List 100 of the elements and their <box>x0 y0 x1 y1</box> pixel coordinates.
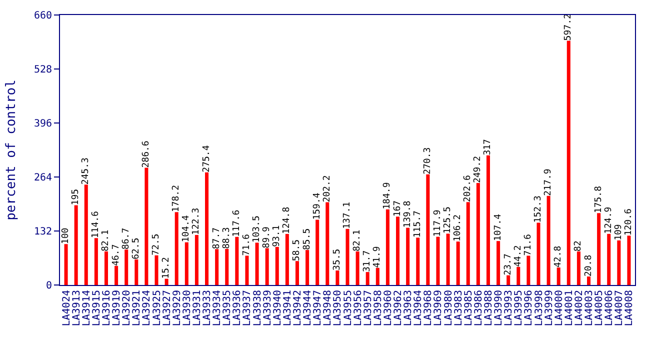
data-label: 202.6 <box>463 175 474 202</box>
y-tick-label: 396 <box>34 118 52 130</box>
data-label: 249.2 <box>473 156 484 184</box>
x-tick-label: LA3956 <box>352 290 364 326</box>
bar <box>466 202 470 285</box>
data-label: 175.8 <box>594 186 604 214</box>
data-label: 137.1 <box>342 202 352 229</box>
x-tick-label: LA3990 <box>494 290 505 326</box>
bar <box>526 256 530 285</box>
data-label: 124.9 <box>604 206 614 234</box>
bar <box>194 234 198 285</box>
bar <box>255 242 259 285</box>
data-label: 115.7 <box>412 210 423 238</box>
data-label: 597.2 <box>564 14 574 41</box>
data-label: 87.7 <box>212 227 222 250</box>
bar <box>94 238 98 285</box>
x-tick-label: LA4000 <box>554 290 565 326</box>
bar <box>134 259 138 285</box>
bar <box>476 183 480 285</box>
x-tick-label: LA3916 <box>101 290 112 326</box>
data-label: 71.6 <box>523 234 534 256</box>
data-label: 44.2 <box>513 245 524 267</box>
x-tick-label: LA4005 <box>594 290 606 326</box>
y-tick-label: 132 <box>34 226 52 238</box>
data-label: 85.5 <box>302 228 312 250</box>
data-label: 104.4 <box>182 215 192 242</box>
data-label: 89.9 <box>262 226 272 248</box>
data-label: 245.3 <box>81 158 92 185</box>
data-label: 82.1 <box>101 230 112 252</box>
bar <box>566 40 570 285</box>
x-tick-label: LA4008 <box>624 290 636 326</box>
x-tick-label: LA3927 <box>162 290 173 326</box>
bar <box>225 248 229 285</box>
bar <box>104 251 108 285</box>
bar <box>265 248 269 285</box>
x-tick-label: LA3995 <box>514 290 525 326</box>
data-label: 202.2 <box>322 175 332 202</box>
y-axis-title: percent of control <box>4 80 19 220</box>
x-tick-label: LA4002 <box>574 290 585 326</box>
bar <box>245 256 249 285</box>
bar <box>556 267 560 285</box>
x-tick-label: LA3919 <box>112 290 123 326</box>
data-label: 317 <box>483 139 494 156</box>
x-tick-label: LA3948 <box>322 290 334 326</box>
data-label: 184.9 <box>382 182 393 210</box>
x-tick-label: LA3924 <box>142 290 153 326</box>
x-tick-label: LA3944 <box>302 290 314 326</box>
data-label: 20.8 <box>584 254 594 276</box>
x-tick-label: LA3962 <box>393 290 404 326</box>
x-tick-label: LA3955 <box>342 290 354 326</box>
x-tick-label: LA3934 <box>212 290 224 326</box>
data-label: 286.6 <box>141 140 152 168</box>
x-tick-label: LA3964 <box>413 290 424 326</box>
bar <box>184 242 188 285</box>
bar <box>426 174 430 285</box>
x-tick-label: LA3996 <box>524 290 535 326</box>
data-label: 270.3 <box>422 147 433 174</box>
bar <box>396 216 400 285</box>
y-tick-label: 264 <box>34 172 52 184</box>
bar <box>627 236 631 285</box>
x-tick-label: LA3988 <box>483 290 494 326</box>
data-label: 46.7 <box>111 244 122 266</box>
x-tick-label: LA3939 <box>262 290 274 326</box>
x-tick-label: LA3931 <box>192 290 203 326</box>
bar <box>416 238 420 285</box>
x-tick-label: LA3936 <box>232 290 244 326</box>
x-tick-label: LA4001 <box>564 290 575 326</box>
x-tick-label: LA3941 <box>282 290 294 326</box>
data-label: 23.7 <box>503 254 514 276</box>
bar <box>114 266 118 285</box>
bar <box>336 270 340 285</box>
data-label: 62.5 <box>131 238 142 260</box>
bar <box>124 250 128 285</box>
data-label: 41.9 <box>372 246 383 268</box>
data-label: 109 <box>614 224 624 240</box>
x-tick-label: LA3957 <box>362 290 374 326</box>
x-tick-label: LA3983 <box>453 290 464 326</box>
data-label: 117.6 <box>232 210 242 237</box>
data-label: 217.9 <box>544 168 554 196</box>
data-label: 152.3 <box>534 196 544 223</box>
data-label: 114.6 <box>91 211 102 238</box>
bar <box>496 241 500 285</box>
x-tick-label: LA3938 <box>252 290 264 326</box>
data-label: 31.7 <box>362 250 373 272</box>
x-tick-label: LA3929 <box>172 290 183 326</box>
bar <box>356 251 360 285</box>
data-label: 15.2 <box>162 257 172 279</box>
bar <box>144 168 148 285</box>
bar <box>275 246 279 285</box>
y-tick-label: 0 <box>46 280 52 292</box>
x-tick-label: LA3925 <box>152 290 163 326</box>
data-label: 42.8 <box>554 246 564 268</box>
x-tick-label: LA3950 <box>332 290 344 326</box>
x-tick-label: LA3963 <box>403 290 414 326</box>
bar <box>546 196 550 285</box>
bar <box>386 209 390 285</box>
data-label: 82.1 <box>352 230 363 252</box>
x-tick-label: LA3914 <box>81 290 92 326</box>
bar <box>205 172 209 285</box>
data-label: 88.3 <box>222 227 232 249</box>
